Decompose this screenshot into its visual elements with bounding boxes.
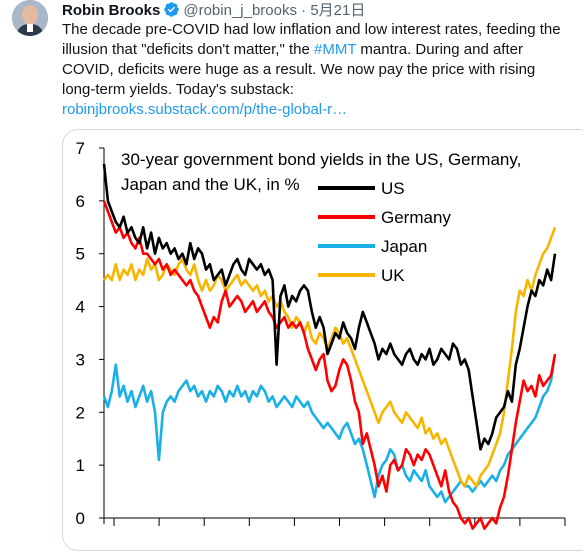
legend-label-japan: Japan (381, 237, 427, 256)
yield-chart: 0 1 2 3 4 5 6 7 30-year government bond yields … (76, 139, 566, 530)
tweet-header: Robin Brooks @robin_j_brooks · 5月21日 (62, 1, 365, 23)
y-tick-label: 4 (76, 298, 85, 317)
verified-badge-icon (163, 1, 180, 23)
y-tick-label: 2 (76, 403, 85, 422)
y-tick-label: 6 (76, 192, 85, 211)
tweet-text: The decade pre-COVID had low inflation a… (62, 20, 577, 120)
tweet-text-line: COVID, deficits were huge as a result. W… (62, 61, 536, 78)
chart-title-line2: Japan and the UK, in % (121, 175, 300, 194)
substack-link[interactable]: robinjbrooks.substack.com/p/the-global-r… (62, 101, 348, 118)
chart-title-line1: 30-year government bond yields in the US… (121, 150, 521, 169)
legend-label-germany: Germany (381, 208, 451, 227)
series-line-us (102, 163, 557, 451)
series-line-uk (102, 226, 557, 488)
media-card[interactable]: 0 1 2 3 4 5 6 7 30-year government bond yields … (62, 129, 583, 551)
series-line-japan (102, 353, 557, 504)
author-handle[interactable]: @robin_j_brooks (183, 2, 297, 19)
y-tick-label: 5 (76, 245, 85, 264)
tweet-date[interactable]: 5月21日 (310, 2, 366, 19)
tweet-text-line: illusion that "deficits don't matter," t… (62, 40, 577, 60)
series-line-germany (102, 200, 557, 530)
x-axis-ticks (113, 518, 566, 526)
avatar[interactable] (12, 0, 48, 36)
y-tick-label: 3 (76, 350, 85, 369)
hashtag-link[interactable]: #MMT (313, 41, 357, 58)
tweet-text-segment: mantra. During and after (356, 41, 523, 58)
author-name[interactable]: Robin Brooks (62, 2, 161, 19)
y-tick-label: 0 (76, 509, 85, 528)
y-axis: 0 1 2 3 4 5 6 7 (76, 139, 104, 528)
y-tick-label: 1 (76, 456, 85, 475)
tweet-text-line: long-term yields. Today's substack: (62, 81, 294, 98)
legend-label-us: US (381, 179, 405, 198)
series-lines (102, 163, 557, 530)
legend-label-uk: UK (381, 266, 405, 285)
tweet-text-segment: illusion that "deficits don't matter," t… (62, 41, 314, 58)
separator-dot: · (301, 2, 307, 19)
chart-legend: US Germany Japan UK (318, 179, 451, 285)
tweet-text-line: The decade pre-COVID had low inflation a… (62, 21, 561, 38)
y-tick-label: 7 (76, 139, 85, 158)
